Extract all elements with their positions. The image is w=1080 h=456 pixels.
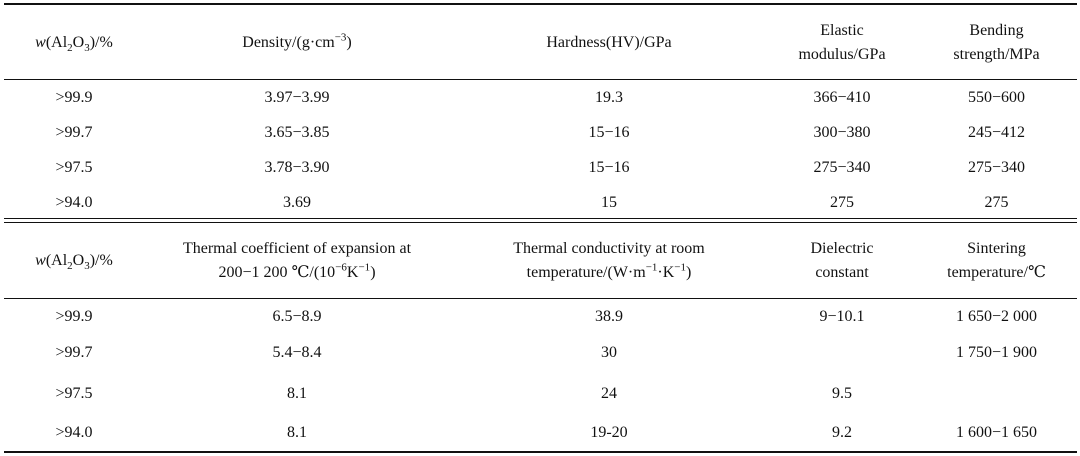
header2-dielectric: Dielectric constant — [810, 240, 874, 281]
t1-row2-hardness: 15−16 — [588, 124, 630, 141]
header2-expansion: Thermal coefficient of expansion at 200−… — [182, 240, 412, 281]
t1-row3-bending: 275−340 — [967, 159, 1026, 176]
header-rule-2 — [4, 298, 1077, 299]
t2-row1-purity: >99.9 — [55, 308, 93, 325]
header2-purity: w(Al2O3)/% — [35, 252, 113, 273]
t1-row3-hardness: 15−16 — [588, 159, 630, 176]
t2-row2-purity: >99.7 — [55, 344, 93, 361]
t2-row1-expansion: 6.5−8.9 — [272, 308, 322, 325]
t1-row1-elastic: 366−410 — [813, 89, 871, 106]
section-divider-rule-a — [4, 218, 1077, 219]
t2-row4-sintering: 1 600−1 650 — [955, 424, 1038, 441]
t2-row4-expansion: 8.1 — [287, 424, 307, 441]
t2-row2-sintering: 1 750−1 900 — [955, 344, 1038, 361]
top-rule — [4, 3, 1077, 5]
header-purity: w(Al2O3)/% — [35, 33, 113, 54]
bottom-rule — [4, 451, 1077, 453]
t2-row4-conductivity: 19-20 — [590, 424, 628, 441]
t1-row4-purity: >94.0 — [55, 194, 93, 211]
t1-row1-hardness: 19.3 — [595, 89, 623, 106]
header2-sintering: Sintering temperature/℃ — [947, 240, 1046, 281]
header2-conductivity: Thermal conductivity at room temperature… — [513, 240, 705, 281]
header-bending-strength: Bending strength/MPa — [953, 21, 1040, 63]
header-rule-1 — [4, 79, 1077, 80]
t2-row3-dielectric: 9.5 — [832, 385, 852, 402]
t1-row1-density: 3.97−3.99 — [264, 89, 330, 106]
header-density: Density/(g·cm−3) — [242, 31, 352, 51]
t1-row2-purity: >99.7 — [55, 124, 93, 141]
header-elastic-modulus: Elastic modulus/GPa — [798, 21, 886, 63]
t2-row3-purity: >97.5 — [55, 385, 93, 402]
t2-row4-purity: >94.0 — [55, 424, 93, 441]
t1-row4-elastic: 275 — [830, 194, 854, 211]
section-divider-rule-b — [4, 222, 1077, 223]
t2-row2-conductivity: 30 — [601, 344, 617, 361]
header-hardness: Hardness(HV)/GPa — [546, 33, 672, 51]
t2-row2-expansion: 5.4−8.4 — [272, 344, 322, 361]
t1-row3-purity: >97.5 — [55, 159, 93, 176]
t1-row2-elastic: 300−380 — [813, 124, 871, 141]
t1-row1-purity: >99.9 — [55, 89, 93, 106]
t1-row3-elastic: 275−340 — [813, 159, 871, 176]
t1-row4-density: 3.69 — [283, 194, 311, 211]
t1-row2-bending: 245−412 — [967, 124, 1026, 141]
t1-row4-bending: 275 — [984, 194, 1009, 211]
t2-row1-conductivity: 38.9 — [595, 308, 623, 325]
t1-row1-bending: 550−600 — [967, 89, 1026, 106]
t2-row1-sintering: 1 650−2 000 — [955, 308, 1038, 325]
t2-row1-dielectric: 9−10.1 — [819, 308, 865, 325]
t2-row4-dielectric: 9.2 — [832, 424, 852, 441]
t2-row3-conductivity: 24 — [601, 385, 617, 402]
t1-row3-density: 3.78−3.90 — [264, 159, 330, 176]
t2-row3-expansion: 8.1 — [287, 385, 307, 402]
t1-row4-hardness: 15 — [601, 194, 617, 211]
t1-row2-density: 3.65−3.85 — [264, 124, 330, 141]
